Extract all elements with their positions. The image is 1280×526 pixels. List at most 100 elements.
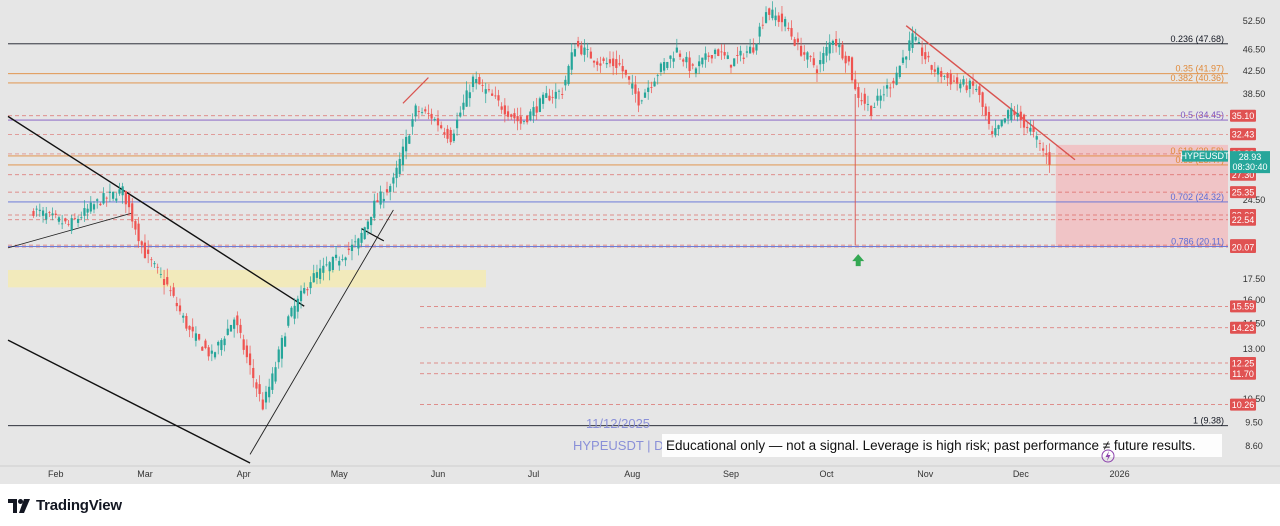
candle-body <box>258 384 261 395</box>
candle-body <box>908 40 911 51</box>
candle-body <box>290 307 293 317</box>
candle-body <box>252 367 255 379</box>
candle-body <box>682 59 685 62</box>
candle-body <box>38 209 41 211</box>
candle-body <box>143 242 147 259</box>
candle-body <box>790 28 793 37</box>
candle-body <box>293 305 296 319</box>
candle-body <box>73 217 76 219</box>
price-chart[interactable]: 0.236 (47.68) 0.35 (41.97)0.382 (40.36) 0.… <box>0 0 1280 484</box>
candle-body <box>678 53 682 57</box>
candle-body <box>1000 119 1003 127</box>
fib-label-0: 0.236 (47.68) <box>1170 34 1224 44</box>
candle-body <box>194 333 198 341</box>
candle-body <box>806 52 809 60</box>
candle-body <box>548 95 551 101</box>
candle-body <box>847 56 850 62</box>
candle-body <box>975 88 978 91</box>
candle-body <box>589 51 592 59</box>
candle-body <box>48 212 51 213</box>
candle-body <box>210 350 213 354</box>
candle-body <box>723 52 726 56</box>
x-tick-0: Feb <box>48 469 64 479</box>
candle-body <box>541 94 545 104</box>
candle-body <box>573 49 577 57</box>
candle-body <box>236 315 239 326</box>
candle-body <box>322 265 325 273</box>
candle-body <box>570 52 573 70</box>
y-tick-3: 38.50 <box>1243 89 1266 99</box>
candle-body <box>615 59 618 68</box>
candle-body <box>1035 136 1038 140</box>
candle-body <box>557 90 561 92</box>
candle-body <box>526 115 529 123</box>
candle-body <box>831 40 835 45</box>
chart-area[interactable]: 0.236 (47.68) 0.35 (41.97) 0.382 (40.36) 0.… <box>0 0 1280 484</box>
candle-body <box>191 326 194 332</box>
candle-body <box>551 96 554 98</box>
candle-body <box>892 80 895 84</box>
candle-body <box>121 186 124 196</box>
candle-body <box>86 208 89 213</box>
candle-body <box>137 223 140 242</box>
candle-body <box>535 106 538 113</box>
candle-body <box>685 56 688 63</box>
candle-body <box>736 54 739 56</box>
candle-body <box>640 100 643 102</box>
candle-body <box>283 336 287 347</box>
disclaimer-box <box>662 434 1222 457</box>
candle-body <box>420 112 424 114</box>
candle-body <box>729 64 733 68</box>
candle-body <box>911 33 914 49</box>
x-tick-2: Apr <box>237 469 251 479</box>
candle-body <box>768 8 771 15</box>
candle-body <box>956 77 959 84</box>
candle-body <box>1013 111 1016 116</box>
candle-body <box>182 315 185 318</box>
candle-body <box>360 232 363 243</box>
candle-body <box>758 26 761 37</box>
candle-body <box>475 79 478 83</box>
candle-body <box>32 211 35 216</box>
candle-body <box>354 241 357 243</box>
candle-body <box>147 249 150 254</box>
resistance-badge-10 <box>1230 321 1256 334</box>
symbol-badge-label: HYPEUSDT <box>1180 151 1230 161</box>
countdown-label: 08:30:40 <box>1232 162 1267 172</box>
candle-body <box>726 55 729 59</box>
candle-body <box>828 42 831 54</box>
candle-body <box>717 49 720 56</box>
candle-body <box>612 58 615 67</box>
candle-body <box>440 125 443 129</box>
candle-body <box>233 319 236 329</box>
candle-body <box>255 382 258 389</box>
candle-body <box>920 47 924 56</box>
candle-body <box>376 200 379 203</box>
candle-body <box>124 190 127 205</box>
candle-body <box>771 9 774 19</box>
trendline-5 <box>402 77 429 104</box>
candle-body <box>411 119 414 127</box>
candle-body <box>178 305 182 312</box>
candle-body <box>1022 114 1026 128</box>
candle-body <box>108 191 112 193</box>
candle-body <box>898 65 901 77</box>
candle-body <box>841 44 844 59</box>
candle-body <box>162 279 166 285</box>
trendline-0 <box>7 115 305 307</box>
fib-label-7: 0.786 (20.11) <box>1171 237 1224 247</box>
fib-label-1: 0.35 (41.97) <box>1175 64 1224 74</box>
candle-body <box>478 77 481 85</box>
candle-body <box>436 118 440 126</box>
candle-body <box>707 55 710 57</box>
candle-body <box>608 59 612 64</box>
candle-body <box>1016 112 1019 117</box>
candle-body <box>755 43 758 51</box>
candle-body <box>64 218 67 222</box>
candle-body <box>312 273 315 283</box>
candle-body <box>882 94 885 96</box>
resistance-badge-label-4: 25.35 <box>1232 187 1255 197</box>
tradingview-logo[interactable]: TradingView <box>8 497 122 514</box>
candle-body <box>885 85 889 89</box>
y-tick-8: 13.00 <box>1243 344 1266 354</box>
